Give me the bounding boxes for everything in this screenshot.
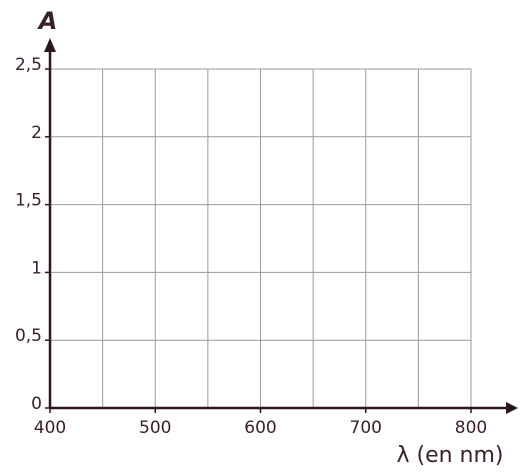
y-tick-label: 1 bbox=[31, 258, 42, 278]
y-arrow bbox=[44, 38, 56, 52]
x-label: λ (en nm) bbox=[396, 443, 503, 468]
y-tick-label: 0,5 bbox=[15, 326, 42, 346]
x-tick-label: 700 bbox=[350, 418, 382, 438]
y-tick-label: 2 bbox=[31, 123, 42, 143]
y-tick-label: 1,5 bbox=[15, 191, 42, 211]
x-tick-label: 800 bbox=[455, 418, 487, 438]
y-tick-label: 0 bbox=[31, 394, 42, 414]
x-tick-label: 600 bbox=[244, 418, 276, 438]
x-tick-label: 400 bbox=[34, 418, 66, 438]
x-arrow bbox=[506, 402, 518, 414]
y-tick-label: 2,5 bbox=[15, 55, 42, 75]
x-tick-label: 500 bbox=[139, 418, 171, 438]
y-label: A bbox=[37, 7, 58, 35]
